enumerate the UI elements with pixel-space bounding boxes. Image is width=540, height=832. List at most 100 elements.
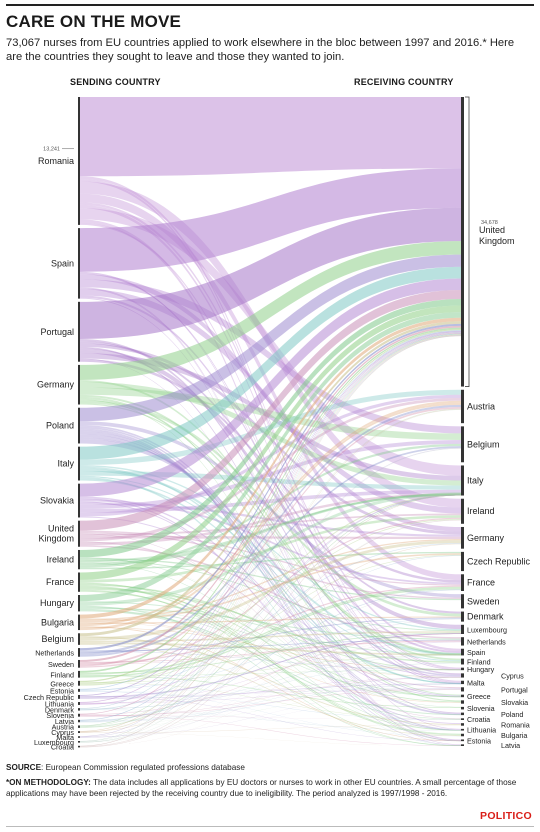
flow-hungary-to-latvia bbox=[80, 605, 461, 746]
receiving-label-austria: Austria bbox=[467, 401, 495, 411]
flow-italy-to-luxembourg bbox=[80, 465, 461, 631]
sending-bar-italy bbox=[78, 446, 80, 481]
flow-france-to-hungary bbox=[80, 584, 461, 671]
receiving-label-malta: Malta bbox=[467, 678, 485, 687]
flow-austria-to-finland bbox=[80, 663, 461, 727]
flow-poland-to-poland bbox=[80, 434, 461, 716]
sending-label-luxembourg: Luxembourg bbox=[34, 738, 74, 747]
flow-lithuania-to-italy bbox=[80, 494, 461, 705]
flow-poland-to-poland bbox=[80, 425, 461, 715]
flow-luxembourg-to-austria bbox=[80, 409, 461, 742]
flow-italy-to-finland bbox=[80, 476, 461, 662]
flow-finland-to-slovenia bbox=[80, 674, 461, 708]
flow-slovakia-to-romania bbox=[80, 501, 461, 725]
flow-greece-to-czech-republic bbox=[80, 554, 461, 685]
receiving-label-greece: Greece bbox=[467, 692, 491, 701]
flow-slovenia-to-portugal bbox=[80, 689, 461, 717]
flow-germany-to-italy bbox=[80, 381, 461, 486]
receiving-bar-greece bbox=[461, 694, 464, 698]
flow-austria-to-united-kingdom bbox=[80, 334, 461, 727]
flow-poland-to-estonia bbox=[80, 429, 461, 742]
receiving-label-lithuania: Lithuania bbox=[467, 726, 496, 735]
flow-sweden-to-austria bbox=[80, 406, 461, 667]
sending-label-latvia: Latvia bbox=[55, 717, 74, 726]
receiving-bar-germany bbox=[461, 526, 464, 549]
politico-logo: POLITICO bbox=[480, 810, 532, 822]
receiving-label-cyprus: Cyprus bbox=[501, 671, 524, 680]
flow-slovakia-to-italy bbox=[80, 489, 461, 513]
flow-spain-to-belgium bbox=[80, 279, 461, 434]
flow-belgium-to-spain bbox=[80, 642, 461, 656]
flow-sweden-to-netherlands bbox=[80, 640, 461, 663]
flow-ireland-to-lithuania bbox=[80, 562, 461, 731]
flow-germany-to-united-kingdom bbox=[80, 241, 461, 380]
flow-latvia-to-czech-republic bbox=[80, 555, 461, 723]
flow-portugal-to-luxembourg bbox=[80, 350, 461, 630]
flow-estonia-to-portugal bbox=[80, 688, 461, 692]
receiving-bar-cyprus bbox=[461, 673, 464, 678]
flow-poland-to-lithuania bbox=[80, 426, 461, 731]
flow-denmark-to-lithuania bbox=[80, 709, 461, 731]
flow-estonia-to-germany bbox=[80, 543, 461, 691]
sending-label-united-kingdom: United Kingdom bbox=[38, 524, 74, 544]
flow-united-kingdom-to-netherlands bbox=[80, 545, 461, 639]
flow-latvia-to-united-kingdom bbox=[80, 333, 461, 721]
receiving-bar-bulgaria bbox=[461, 733, 464, 737]
flow-belgium-to-bulgaria bbox=[80, 644, 461, 737]
flow-spain-to-ireland bbox=[80, 288, 461, 514]
flow-united-kingdom-to-portugal bbox=[80, 541, 461, 689]
flow-sweden-to-netherlands bbox=[80, 641, 461, 665]
flow-lithuania-to-united-kingdom bbox=[80, 331, 461, 703]
flow-netherlands-to-united-kingdom bbox=[80, 323, 461, 651]
flow-poland-to-greece bbox=[80, 437, 461, 697]
flow-croatia-to-ireland bbox=[80, 519, 461, 748]
flow-estonia-to-denmark bbox=[80, 618, 461, 691]
flow-estonia-to-bulgaria bbox=[80, 690, 461, 737]
receiving-bar-sweden bbox=[461, 594, 464, 609]
sending-label-slovakia: Slovakia bbox=[40, 496, 74, 506]
flow-united-kingdom-to-croatia bbox=[80, 533, 461, 719]
flow-bulgaria-to-czech-republic bbox=[80, 553, 461, 623]
sending-bar-slovenia bbox=[78, 713, 80, 717]
sending-bar-hungary bbox=[78, 595, 80, 612]
flow-lithuania-to-cyprus bbox=[80, 677, 461, 703]
sending-label-romania: Romania bbox=[38, 156, 74, 166]
receiving-label-portugal: Portugal bbox=[501, 685, 528, 694]
receiving-label-italy: Italy bbox=[467, 475, 484, 485]
flow-spain-to-germany bbox=[80, 274, 461, 532]
flow-malta-to-united-kingdom bbox=[80, 335, 461, 737]
flow-croatia-to-italy bbox=[80, 495, 461, 747]
flow-hungary-to-croatia bbox=[80, 610, 461, 720]
flow-poland-to-lithuania bbox=[80, 431, 461, 731]
flow-romania-to-malta bbox=[80, 223, 461, 684]
flow-slovakia-to-lithuania bbox=[80, 497, 461, 731]
receiving-bar-finland bbox=[461, 658, 464, 665]
flow-france-to-lithuania bbox=[80, 590, 461, 731]
flow-united-kingdom-to-sweden bbox=[80, 531, 461, 599]
flow-italy-to-italy bbox=[80, 471, 461, 490]
flow-united-kingdom-to-france bbox=[80, 530, 461, 586]
receiving-label-czech-republic: Czech Republic bbox=[467, 556, 531, 566]
receiving-bar-romania bbox=[461, 723, 464, 726]
flow-france-to-united-kingdom bbox=[80, 305, 461, 580]
receiving-bar-luxembourg bbox=[461, 624, 464, 634]
flow-greece-to-croatia bbox=[80, 682, 461, 720]
sending-label-netherlands: Netherlands bbox=[35, 648, 74, 657]
flow-portugal-to-italy bbox=[80, 353, 461, 481]
flow-cyprus-to-latvia bbox=[80, 732, 461, 746]
flow-hungary-to-netherlands bbox=[80, 607, 461, 640]
flow-greece-to-italy bbox=[80, 494, 461, 685]
sending-label-malta: Malta bbox=[56, 733, 74, 742]
sending-label-estonia: Estonia bbox=[50, 686, 74, 695]
sending-bar-ireland bbox=[78, 549, 80, 570]
flow-lithuania-to-portugal bbox=[80, 688, 461, 704]
flow-sweden-to-france bbox=[80, 585, 461, 665]
flow-poland-to-united-kingdom bbox=[80, 254, 461, 422]
flow-germany-to-spain bbox=[80, 394, 461, 655]
flow-bulgaria-to-cyprus bbox=[80, 622, 461, 678]
flow-hungary-to-hungary bbox=[80, 611, 461, 671]
flow-lithuania-to-netherlands bbox=[80, 641, 461, 704]
flow-spain-to-hungary bbox=[80, 272, 461, 671]
receiving-bar-denmark bbox=[461, 611, 464, 622]
flow-luxembourg-to-denmark bbox=[80, 619, 461, 743]
